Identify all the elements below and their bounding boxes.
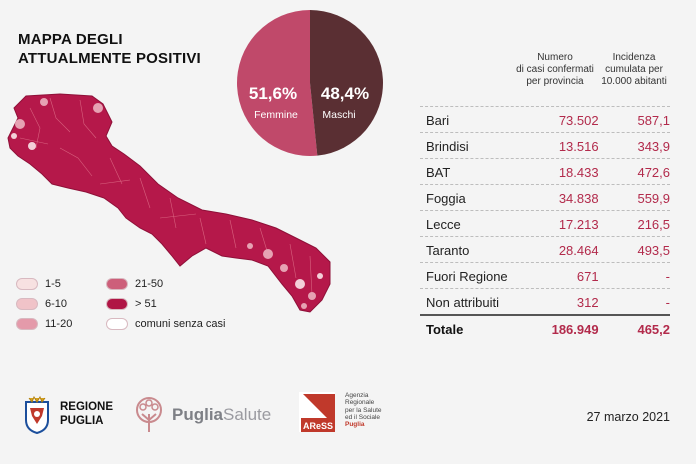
- table-row: Non attribuiti 312 -: [420, 288, 670, 315]
- pie-label-femmine: Femmine: [254, 109, 298, 121]
- incidence-value: 343,9: [637, 138, 671, 154]
- legend-label: > 51: [135, 298, 157, 310]
- map-legend: 1-5 6-10 11-20 21-50 > 51 comuni senza c…: [16, 278, 256, 338]
- legend-label: comuni senza casi: [135, 318, 226, 330]
- table-row: Brindisi 13.516 343,9: [420, 132, 670, 159]
- table-row: Foggia 34.838 559,9: [420, 184, 670, 211]
- incidence-value: -: [665, 294, 671, 310]
- legend-label: 11-20: [45, 318, 73, 330]
- regione-line1: REGIONE: [60, 401, 114, 413]
- aress-emblem-icon: AReSS: [299, 392, 335, 432]
- table-row: Bari 73.502 587,1: [420, 106, 670, 133]
- incidence-value: -: [665, 268, 671, 284]
- header-cases: Numero di casi confermati per provincia: [510, 52, 600, 88]
- pie-value-femmine: 51,6%: [249, 84, 297, 103]
- header-incidence-line: Incidenza: [612, 52, 656, 63]
- legend-swatch: [106, 298, 128, 310]
- legend-label: 21-50: [135, 278, 164, 290]
- legend-swatch: [106, 318, 128, 330]
- legend-item-11-20: 11-20: [16, 318, 72, 330]
- cases-value: 34.838: [558, 190, 599, 206]
- province-name: Brindisi: [426, 138, 469, 154]
- province-name: Taranto: [426, 242, 470, 258]
- aress-desc-line: ed il Sociale: [345, 413, 381, 421]
- puglia-salute-text: PugliaSalute: [172, 405, 271, 425]
- province-name: Foggia: [426, 190, 466, 206]
- gender-pie-chart: 51,6% Femmine 48,4% Maschi: [236, 10, 383, 157]
- cases-value: 17.213: [558, 216, 599, 232]
- legend-swatch: [106, 278, 128, 290]
- title-line1: MAPPA DEGLI: [18, 31, 123, 48]
- incidence-value: 216,5: [637, 216, 671, 232]
- tree-icon: [136, 397, 162, 432]
- aress-abbr: AReSS: [303, 421, 333, 431]
- table-row: Fuori Regione 671 -: [420, 262, 670, 289]
- puglia-salute-logo: PugliaSalute: [132, 396, 271, 434]
- incidence-value: 472,6: [637, 164, 671, 180]
- legend-item-no-cases: comuni senza casi: [106, 318, 226, 330]
- table-total-row: Totale 186.949 465,2: [420, 314, 670, 342]
- header-cases-line: Numero: [537, 52, 573, 63]
- aress-logo: AReSS Agenzia Regionale per la Salute ed…: [299, 392, 400, 434]
- legend-swatch: [16, 318, 38, 330]
- cases-value: 18.433: [558, 164, 599, 180]
- aress-description: Agenzia Regionale per la Salute ed il So…: [345, 392, 400, 428]
- legend-item-6-10: 6-10: [16, 298, 67, 310]
- regione-puglia-crest-icon: [25, 395, 49, 434]
- puglia-region-shape: [7, 93, 331, 313]
- header-incidence-line: cumulata per: [605, 64, 663, 75]
- incidence-value: 587,1: [637, 112, 671, 128]
- chart-title: MAPPA DEGLI ATTUALMENTE POSITIVI: [18, 30, 201, 68]
- legend-label: 1-5: [45, 278, 61, 290]
- aress-desc-line: Puglia: [345, 421, 365, 429]
- incidence-value: 493,5: [637, 242, 671, 258]
- aress-desc-line: Agenzia: [345, 392, 369, 399]
- header-incidence-line: 10.000 abitanti: [601, 76, 667, 87]
- aress-desc-line: Regionale: [345, 399, 375, 407]
- legend-item-gt-51: > 51: [106, 298, 157, 310]
- aress-desc-line: per la Salute: [345, 406, 382, 414]
- total-cases: 186.949: [551, 321, 599, 337]
- legend-label: 6-10: [45, 298, 68, 310]
- legend-swatch: [16, 298, 38, 310]
- header-cases-line: per provincia: [526, 76, 584, 87]
- cases-value: 13.516: [558, 138, 599, 154]
- pie-label-maschi: Maschi: [322, 109, 355, 121]
- total-label: Totale: [426, 321, 464, 337]
- puglia-salute-part1: Puglia: [172, 405, 224, 424]
- province-name: Lecce: [426, 216, 461, 232]
- province-name: Fuori Regione: [426, 268, 508, 284]
- table-row: Lecce 17.213 216,5: [420, 210, 670, 237]
- table-row: Taranto 28.464 493,5: [420, 236, 670, 263]
- puglia-map: [7, 93, 331, 313]
- total-incidence: 465,2: [637, 321, 671, 337]
- legend-swatch: [16, 278, 38, 290]
- pie-slice-femmine: [236, 10, 318, 157]
- cases-value: 671: [576, 268, 599, 284]
- province-name: BAT: [426, 164, 451, 180]
- cases-value: 28.464: [558, 242, 599, 258]
- legend-item-21-50: 21-50: [106, 278, 163, 290]
- pie-value-maschi: 48,4%: [321, 84, 369, 103]
- header-cases-line: di casi confermati: [516, 64, 594, 75]
- pie-slice-maschi: [310, 10, 383, 156]
- incidence-value: 559,9: [637, 190, 671, 206]
- footer: REGIONE PUGLIA PugliaSalute AReSS Agenzi…: [0, 388, 696, 448]
- province-name: Non attribuiti: [426, 294, 499, 310]
- header-incidence: Incidenza cumulata per 10.000 abitanti: [592, 52, 676, 88]
- regione-line2: PUGLIA: [60, 415, 104, 427]
- title-line2: ATTUALMENTE POSITIVI: [18, 50, 201, 67]
- municipality-borders: [19, 97, 313, 295]
- date-label: 27 marzo 2021: [586, 410, 670, 424]
- cases-value: 73.502: [558, 112, 599, 128]
- light-municipalities: [11, 98, 323, 309]
- regione-puglia-logo: REGIONE PUGLIA: [22, 394, 113, 434]
- legend-item-1-5: 1-5: [16, 278, 61, 290]
- table-row: BAT 18.433 472,6: [420, 158, 670, 185]
- cases-value: 312: [576, 294, 599, 310]
- regione-puglia-text: REGIONE PUGLIA: [60, 400, 113, 428]
- province-name: Bari: [426, 112, 450, 128]
- puglia-salute-part2: Salute: [223, 405, 272, 424]
